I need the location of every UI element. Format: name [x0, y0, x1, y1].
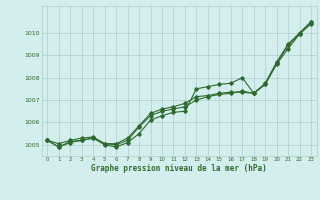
X-axis label: Graphe pression niveau de la mer (hPa): Graphe pression niveau de la mer (hPa) — [91, 164, 267, 173]
